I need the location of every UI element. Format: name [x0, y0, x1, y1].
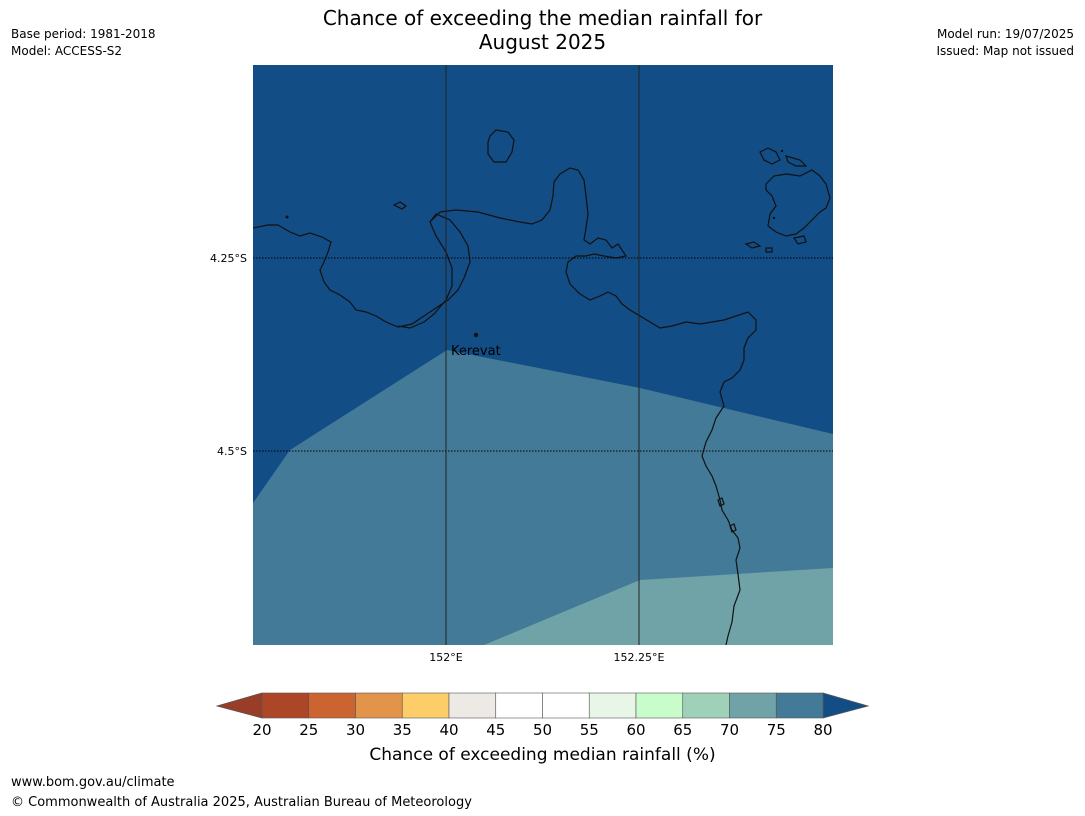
colorbar-swatch [448, 692, 497, 719]
colorbar-tick-label: 70 [720, 721, 739, 739]
colorbar-under-arrow [215, 692, 263, 719]
metadata-left: Base period: 1981-2018 Model: ACCESS-S2 [11, 26, 156, 60]
colorbar-swatch [775, 692, 824, 719]
colorbar-swatches [261, 692, 824, 719]
island-east [765, 169, 831, 237]
colorbar-tick-label: 25 [299, 721, 318, 739]
base-period: Base period: 1981-2018 [11, 27, 156, 41]
model-name: Model: ACCESS-S2 [11, 44, 123, 58]
islet-dot-3 [772, 216, 776, 220]
colorbar-over-arrow [822, 692, 870, 719]
colorbar-tick-label: 75 [767, 721, 786, 739]
colorbar-swatch [355, 692, 403, 719]
map-panel: Kerevat [253, 65, 833, 645]
colorbar-swatch [401, 692, 450, 719]
metadata-right: Model run: 19/07/2025 Issued: Map not is… [936, 26, 1074, 60]
coastline-north [429, 167, 757, 645]
islet-dot-1 [285, 215, 289, 219]
kerevat-label: Kerevat [451, 344, 501, 359]
coastline-main [253, 213, 471, 329]
colorbar-tick-label: 20 [252, 721, 271, 739]
colorbar-tick-label: 40 [439, 721, 458, 739]
islet-south-2 [729, 523, 737, 533]
zone-70-75 [253, 350, 833, 645]
colorbar-swatch [308, 692, 356, 719]
islets [285, 149, 784, 220]
colorbar-swatch [729, 692, 777, 719]
colorbar-swatch [588, 692, 637, 719]
issued-status: Issued: Map not issued [936, 44, 1074, 58]
colorbar-swatch [635, 692, 684, 719]
colorbar-tick-label: 35 [393, 721, 412, 739]
footer-url[interactable]: www.bom.gov.au/climate [11, 775, 175, 790]
colorbar-swatch [682, 692, 730, 719]
island-east-small-5 [785, 155, 808, 167]
colorbar-tick-label: 65 [673, 721, 692, 739]
coastline [253, 129, 831, 645]
islet-dot-2 [780, 149, 784, 153]
colorbar-tick-label: 60 [626, 721, 645, 739]
zone-65-70 [484, 568, 833, 645]
lat-label-4-25s: 4.25°S [210, 252, 247, 265]
title-line-2: August 2025 [478, 30, 607, 54]
colorbar-swatch [542, 692, 590, 719]
colorbar-tick-label: 55 [580, 721, 599, 739]
colorbar-swatch [261, 692, 310, 719]
map-title: Chance of exceeding the median rainfall … [0, 6, 1085, 54]
colorbar-tick-label: 45 [486, 721, 505, 739]
island-2 [392, 201, 408, 210]
title-line-1: Chance of exceeding the median rainfall … [322, 6, 763, 30]
kerevat-marker [473, 332, 479, 338]
colorbar-legend: 20 25 30 35 40 45 50 55 60 65 70 75 80 [215, 692, 870, 739]
footer-copyright: © Commonwealth of Australia 2025, Austra… [11, 795, 472, 810]
colorbar-ticks: 20 25 30 35 40 45 50 55 60 65 70 75 80 [252, 721, 832, 739]
lon-label-152-25e: 152.25°E [614, 651, 665, 664]
colorbar-swatch [495, 692, 543, 719]
island-east-small-4 [793, 235, 807, 245]
graticule-parallels [253, 257, 833, 452]
island-1 [487, 129, 515, 163]
model-run: Model run: 19/07/2025 [936, 27, 1074, 41]
colorbar-title: Chance of exceeding median rainfall (%) [369, 745, 716, 765]
colorbar-tick-label: 30 [346, 721, 365, 739]
islet-south-1 [717, 497, 725, 507]
island-east-small-2 [744, 241, 762, 249]
island-east-small-3 [765, 247, 773, 253]
colorbar-tick-label: 50 [533, 721, 552, 739]
lon-label-152e: 152°E [429, 651, 462, 664]
lat-label-4-5s: 4.5°S [217, 445, 247, 458]
graticule-meridians [445, 65, 640, 645]
colorbar-tick-label: 80 [813, 721, 832, 739]
island-east-small-1 [759, 147, 781, 165]
